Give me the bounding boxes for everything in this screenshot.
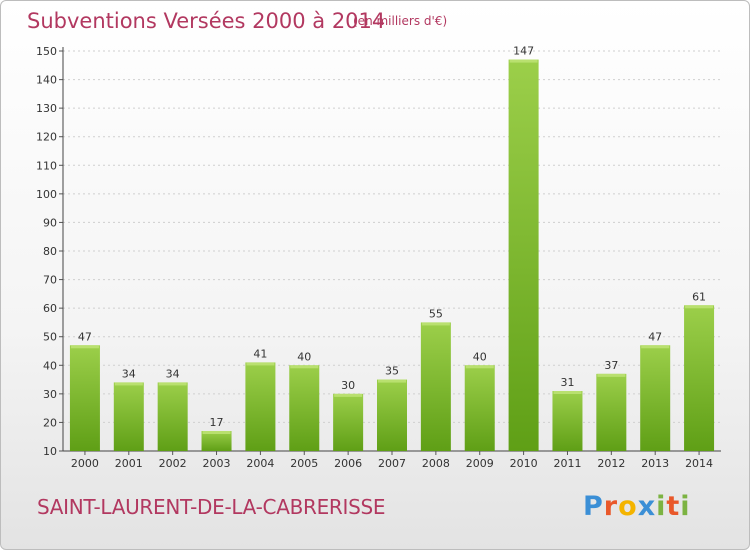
y-tick-label: 110 — [36, 159, 57, 172]
bar-value-label: 35 — [385, 365, 399, 378]
y-tick-label: 30 — [43, 388, 57, 401]
y-tick-label: 80 — [43, 245, 57, 258]
logo-letter: i — [656, 491, 667, 522]
logo-letter: o — [618, 491, 638, 522]
bar-2006 — [333, 393, 364, 451]
bar-value-label: 17 — [210, 416, 224, 429]
logo-letter: r — [603, 491, 619, 522]
bar-highlight — [685, 305, 714, 309]
x-tick-label: 2012 — [597, 457, 625, 470]
y-tick-label: 60 — [43, 302, 57, 315]
bar-value-label: 41 — [253, 347, 267, 360]
bar-2013 — [640, 345, 671, 451]
bar-value-label: 55 — [429, 307, 443, 320]
bar-value-label: 147 — [513, 45, 534, 58]
bar-highlight — [509, 59, 538, 63]
x-tick-label: 2011 — [553, 457, 581, 470]
bar-2007 — [377, 379, 407, 451]
bar-highlight — [553, 391, 582, 394]
bar-2010 — [508, 59, 539, 451]
bar-highlight — [202, 431, 231, 434]
logo-letter: P — [583, 491, 604, 522]
bar-highlight — [597, 373, 626, 377]
bar-highlight — [641, 345, 670, 349]
bar-2011 — [552, 391, 583, 451]
bar-2004 — [245, 362, 276, 451]
bar-value-label: 31 — [560, 376, 574, 389]
x-tick-label: 2001 — [115, 457, 143, 470]
bar-2000 — [69, 345, 100, 451]
y-tick-label: 70 — [43, 274, 57, 287]
x-tick-label: 2003 — [203, 457, 231, 470]
bar-highlight — [290, 365, 319, 369]
y-tick-label: 50 — [43, 331, 57, 344]
y-tick-label: 130 — [36, 102, 57, 115]
bar-2008 — [420, 322, 451, 451]
x-tick-label: 2002 — [159, 457, 187, 470]
bar-2005 — [289, 365, 320, 451]
logo-letter: x — [637, 491, 657, 522]
logo-letter: t — [666, 491, 681, 522]
bar-value-label: 37 — [604, 359, 618, 372]
bar-2001 — [113, 382, 144, 451]
chart-title: Subventions Versées 2000 à 2014 — [27, 9, 386, 33]
x-tick-label: 2010 — [510, 457, 538, 470]
x-tick-label: 2000 — [71, 457, 99, 470]
bar-highlight — [246, 362, 275, 366]
y-tick-label: 140 — [36, 74, 57, 87]
y-tick-label: 90 — [43, 216, 57, 229]
bar-value-label: 34 — [166, 367, 180, 380]
bar-highlight — [70, 345, 99, 349]
bar-2012 — [596, 373, 627, 451]
bar-value-labels: 47 34 34 17 41 40 30 35 55 40 147 31 37 47 61 — [78, 45, 706, 429]
y-tick-label: 40 — [43, 359, 57, 372]
commune-name: SAINT-LAURENT-DE-LA-CABRERISSE — [37, 495, 386, 519]
bar-2003 — [201, 431, 232, 451]
bar-value-label: 34 — [122, 367, 136, 380]
y-tick-label: 20 — [43, 416, 57, 429]
bar-value-label: 40 — [297, 350, 311, 363]
x-tick-label: 2007 — [378, 457, 406, 470]
x-tick-label: 2008 — [422, 457, 450, 470]
bar-highlight — [114, 382, 143, 386]
bar-highlight — [465, 365, 494, 369]
y-tick-label: 150 — [36, 45, 57, 58]
chart-subtitle: (en milliers d'€) — [353, 14, 448, 28]
x-tick-label: 2013 — [641, 457, 669, 470]
bars — [69, 59, 715, 451]
bar-highlight — [378, 379, 406, 383]
bar-2002 — [157, 382, 188, 451]
bar-value-label: 47 — [78, 330, 92, 343]
bar-highlight — [158, 382, 187, 386]
y-tick-label: 100 — [36, 188, 57, 201]
bar-2014 — [684, 305, 715, 451]
x-tick-label: 2006 — [334, 457, 362, 470]
proxiti-logo: Proxiti — [583, 491, 691, 522]
y-tick-label: 120 — [36, 131, 57, 144]
x-tick-label: 2005 — [290, 457, 318, 470]
axes: 10 20 30 40 50 60 70 80 90 100 110 120 130 140 150 2000… — [36, 45, 721, 470]
bar-value-label: 47 — [648, 330, 662, 343]
bar-value-label: 40 — [473, 350, 487, 363]
bar-2009 — [464, 365, 495, 451]
x-tick-label: 2014 — [685, 457, 713, 470]
bar-highlight — [421, 322, 450, 326]
bar-highlight — [334, 393, 363, 397]
bar-value-label: 61 — [692, 290, 706, 303]
logo-letter: i — [680, 491, 691, 522]
x-tick-label: 2009 — [466, 457, 494, 470]
x-tick-label: 2004 — [246, 457, 274, 470]
bar-value-label: 30 — [341, 379, 355, 392]
y-tick-label: 10 — [43, 445, 57, 458]
